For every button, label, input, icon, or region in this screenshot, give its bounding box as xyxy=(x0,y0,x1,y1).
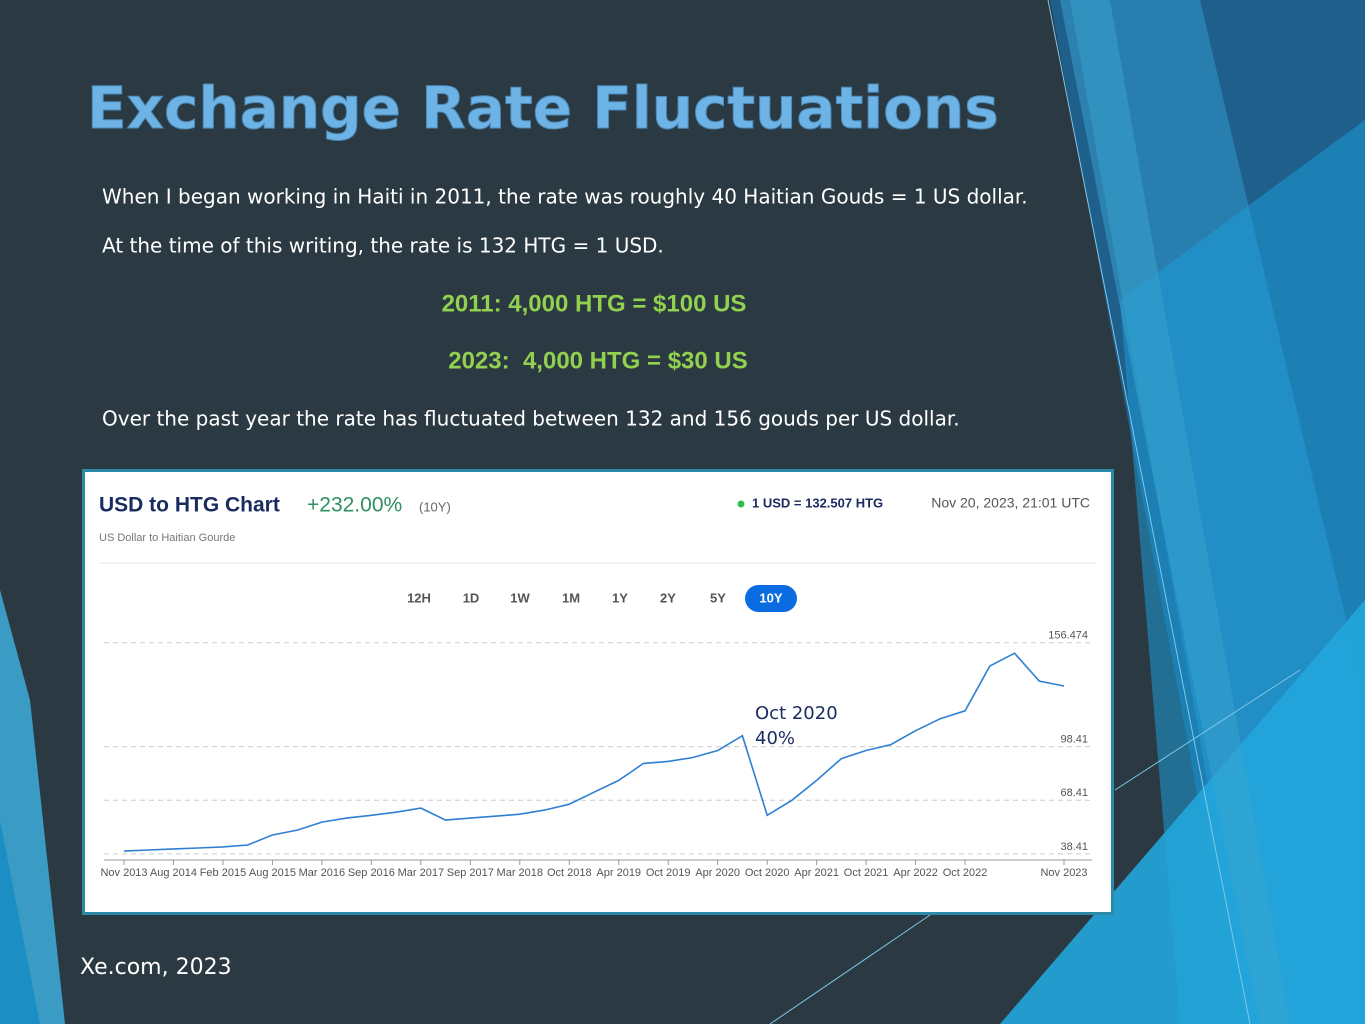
highlight: 2011: 4,000 HTG = $100 US xyxy=(442,290,747,317)
rate: 1 USD = 132.507 HTG xyxy=(752,495,883,510)
x-tick-label: Mar 2016 xyxy=(299,867,345,879)
range-button[interactable]: 12H xyxy=(407,590,431,605)
range-button[interactable]: 5Y xyxy=(710,590,726,605)
y-tick-label: 68.41 xyxy=(1060,787,1088,799)
x-tick-label: Apr 2019 xyxy=(596,867,641,879)
x-tick-label: Sep 2016 xyxy=(348,867,395,879)
timestamp: Nov 20, 2023, 21:01 UTC xyxy=(931,495,1090,511)
range-button[interactable]: 1W xyxy=(510,590,530,605)
x-tick-label: Nov 2013 xyxy=(100,867,147,879)
x-tick-label: Apr 2022 xyxy=(893,867,938,879)
annotation: 40% xyxy=(755,728,795,749)
annotation: Oct 2020 xyxy=(755,703,838,724)
range-button[interactable]: 2Y xyxy=(660,590,676,605)
source: Xe.com, 2023 xyxy=(80,955,232,980)
x-tick-label: Oct 2022 xyxy=(943,867,988,879)
x-tick-label: Feb 2015 xyxy=(200,867,246,879)
slide-title: Exchange Rate Fluctuations xyxy=(87,74,999,142)
y-tick-label: 156.474 xyxy=(1048,630,1088,642)
x-tick-label: Apr 2021 xyxy=(794,867,839,879)
range-button[interactable]: 1Y xyxy=(612,590,628,605)
chart-subtitle: US Dollar to Haitian Gourde xyxy=(99,532,235,544)
button-bg xyxy=(745,585,797,612)
x-tick-label: Oct 2020 xyxy=(745,867,790,879)
chart-panel xyxy=(82,469,1114,915)
paragraph: Over the past year the rate has fluctuat… xyxy=(102,407,960,431)
range-button[interactable]: 1D xyxy=(463,590,480,605)
x-tick-label: Aug 2014 xyxy=(150,867,197,879)
x-tick-label: Nov 2023 xyxy=(1040,867,1087,879)
period: (10Y) xyxy=(419,499,451,514)
x-tick-label: Aug 2015 xyxy=(249,867,296,879)
range-button[interactable]: 10Y xyxy=(759,590,782,605)
y-tick-label: 38.41 xyxy=(1060,841,1088,853)
x-tick-label: Oct 2018 xyxy=(547,867,592,879)
y-tick-label: 98.41 xyxy=(1060,733,1088,745)
rate-line xyxy=(123,652,1065,852)
range-buttons: 12H 1D 1W 1M 1Y 2Y 5Y 10Y xyxy=(407,585,797,612)
x-tick-label: Mar 2017 xyxy=(398,867,444,879)
live-dot xyxy=(737,500,745,508)
chart-title: USD to HTG Chart xyxy=(99,494,280,517)
x-tick-label: Oct 2021 xyxy=(844,867,889,879)
highlight: 2023: 4,000 HTG = $30 US xyxy=(448,347,748,374)
x-tick-label: Oct 2019 xyxy=(646,867,691,879)
x-tick-label: Mar 2018 xyxy=(497,867,543,879)
paragraph: At the time of this writing, the rate is… xyxy=(102,234,664,258)
range-button[interactable]: 1M xyxy=(562,590,580,605)
x-tick-label: Sep 2017 xyxy=(447,867,494,879)
change: +232.00% xyxy=(307,494,402,517)
plot: 38.41 68.41 98.41 156.474 Nov 2013 Aug 2014 Fe… xyxy=(100,630,1092,879)
paragraph: When I began working in Haiti in 2011, t… xyxy=(102,185,1028,209)
x-tick-label: Apr 2020 xyxy=(695,867,740,879)
